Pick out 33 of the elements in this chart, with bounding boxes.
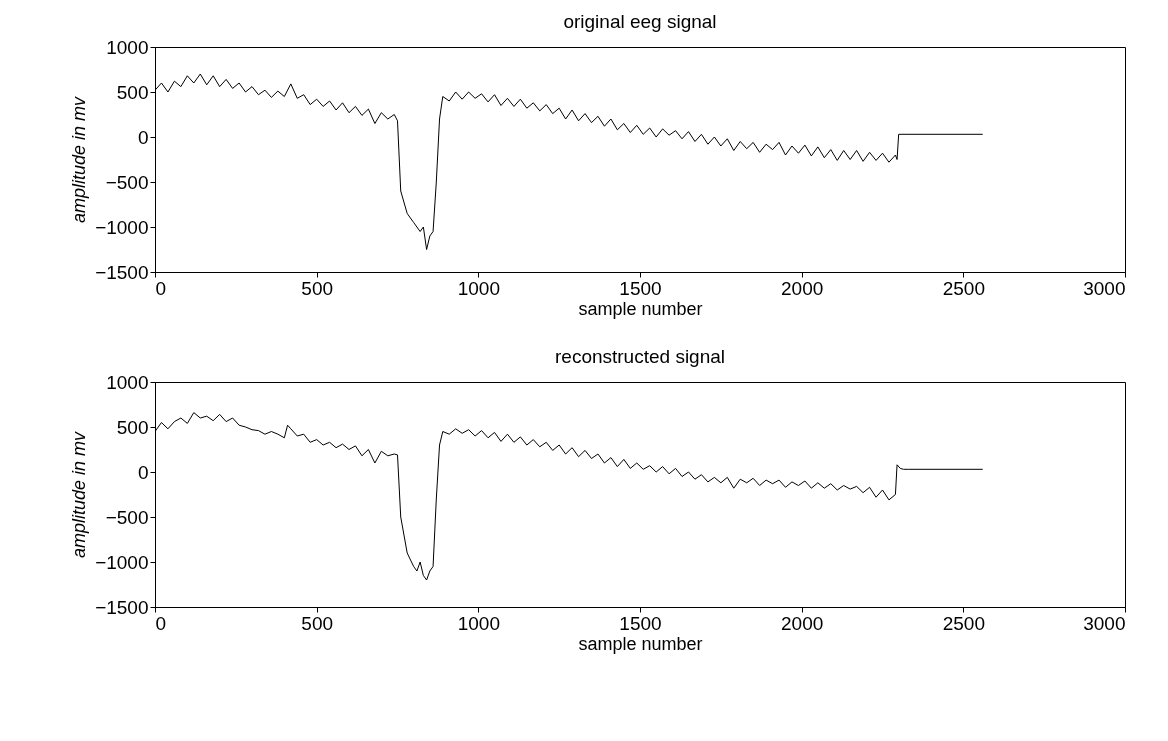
line-series <box>155 412 984 581</box>
x-tick-label: 2500 <box>942 612 985 634</box>
y-tick-label: 1000 <box>106 371 149 393</box>
x-tick-label: 3000 <box>1083 277 1126 299</box>
x-tick-label: 0 <box>155 277 167 299</box>
x-tick-label: 2500 <box>942 277 985 299</box>
x-tick-label: 1000 <box>457 612 500 634</box>
x-tick-label: 3000 <box>1083 612 1126 634</box>
x-tick-label: 1500 <box>619 612 662 634</box>
y-tick-label: −1000 <box>95 551 149 573</box>
y-axis-title: amplitude in mv <box>69 430 90 559</box>
y-tick-label: −1000 <box>95 216 149 238</box>
y-tick-label: 500 <box>116 416 149 438</box>
y-tick-label: −1500 <box>95 596 149 618</box>
y-tick-label: −500 <box>105 171 149 193</box>
x-tick-label: 500 <box>301 277 334 299</box>
y-tick-label: 0 <box>137 461 149 483</box>
x-tick-label: 0 <box>155 612 167 634</box>
x-tick-label: 2000 <box>781 612 824 634</box>
y-tick-label: 500 <box>116 81 149 103</box>
y-axis-title: amplitude in mv <box>69 95 90 224</box>
chart-title: reconstructed signal <box>554 346 726 367</box>
y-tick-label: −500 <box>105 506 149 528</box>
chart-title: original eeg signal <box>563 11 717 32</box>
x-tick-label: 1500 <box>619 277 662 299</box>
x-tick-label: 2000 <box>781 277 824 299</box>
x-tick-label: 500 <box>301 612 334 634</box>
x-axis-title: sample number <box>578 298 703 319</box>
y-tick-label: 0 <box>137 126 149 148</box>
y-tick-label: 1000 <box>106 36 149 58</box>
x-tick-label: 1000 <box>457 277 500 299</box>
x-axis-title: sample number <box>578 633 703 654</box>
y-tick-label: −1500 <box>95 261 149 283</box>
